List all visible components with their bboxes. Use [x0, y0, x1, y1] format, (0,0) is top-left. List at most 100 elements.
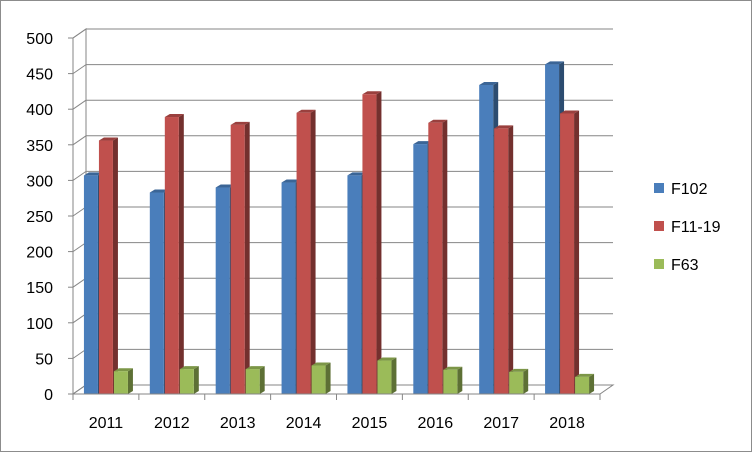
bar-top — [560, 110, 580, 114]
legend-label: F102 — [671, 181, 708, 198]
bar-front — [164, 117, 179, 395]
bar-top — [311, 362, 331, 366]
bar-front — [179, 369, 194, 394]
bar-side — [508, 125, 514, 394]
bar-front — [113, 371, 128, 394]
bar — [296, 109, 316, 394]
bar — [98, 137, 118, 394]
bar — [428, 119, 448, 394]
bar-front — [311, 365, 326, 394]
bar-side — [127, 368, 133, 394]
legend-swatch — [654, 183, 664, 193]
bar-side — [112, 137, 118, 394]
bar-side — [391, 357, 397, 394]
bar-top — [83, 172, 103, 176]
bar-top — [479, 81, 499, 85]
bar-side — [193, 366, 199, 394]
gridline-diagonal — [72, 242, 87, 253]
y-tick-label: 100 — [26, 316, 53, 333]
bars — [83, 61, 595, 395]
bar-side — [178, 114, 184, 395]
x-tick-label: 2012 — [154, 415, 190, 432]
y-tick-label: 150 — [26, 280, 53, 297]
y-tick-label: 50 — [35, 351, 53, 368]
bar-side — [442, 119, 448, 394]
bar-top — [347, 172, 367, 176]
bar-top — [545, 61, 565, 65]
y-axis-tick-labels: 0 50 100 150 200 250 300 350 400 450 500 — [26, 31, 53, 404]
y-tick-label: 250 — [26, 209, 53, 226]
gridline-diagonal — [72, 170, 87, 181]
bar-front — [560, 113, 575, 395]
gridlines — [68, 28, 613, 395]
bar-front — [149, 192, 164, 394]
bar-top — [164, 114, 184, 118]
bar — [509, 368, 529, 394]
legend-swatch — [654, 221, 664, 231]
bar-front — [98, 140, 113, 394]
bar — [362, 91, 382, 395]
bar — [245, 366, 265, 394]
y-tick-label: 500 — [26, 31, 53, 48]
bar-side — [325, 362, 331, 394]
legend-swatch — [654, 259, 664, 269]
y-tick-label: 350 — [26, 138, 53, 155]
bar-top — [428, 119, 448, 123]
x-tick-label: 2014 — [286, 415, 322, 432]
bar-front — [83, 175, 98, 394]
gridline-diagonal — [72, 206, 87, 217]
y-tick-label: 0 — [44, 387, 53, 404]
bar-top — [377, 357, 397, 361]
bar-front — [245, 369, 260, 394]
bar-front — [428, 122, 443, 394]
gridline-diagonal — [72, 28, 87, 39]
legend-label: F11-19 — [671, 219, 721, 236]
x-tick-label: 2018 — [549, 415, 585, 432]
bar-top — [179, 366, 199, 370]
legend-label: F63 — [671, 257, 699, 274]
bar — [560, 110, 580, 395]
bar-side — [523, 368, 529, 394]
bar-front — [494, 128, 509, 394]
bar-top — [494, 125, 514, 129]
bar — [113, 368, 133, 394]
bar — [311, 362, 331, 394]
y-tick-label: 450 — [26, 67, 53, 84]
x-tick-label: 2015 — [352, 415, 388, 432]
bar-front — [347, 175, 362, 394]
bar-top — [413, 141, 433, 145]
bar-side — [457, 366, 463, 394]
bar-front — [281, 182, 296, 394]
bar-front — [479, 84, 494, 394]
bar — [164, 114, 184, 395]
gridline-diagonal — [72, 99, 87, 110]
bar-top — [362, 91, 382, 95]
bar-top — [113, 368, 133, 372]
y-tick-label: 300 — [26, 173, 53, 190]
bar-side — [376, 91, 382, 395]
bar — [575, 373, 595, 394]
bar-top — [443, 366, 463, 370]
bar — [443, 366, 463, 394]
bar-front — [413, 144, 428, 394]
bar-front — [362, 94, 377, 395]
bar-front — [377, 360, 392, 394]
bar-top — [509, 368, 529, 372]
x-tick-label: 2013 — [220, 415, 256, 432]
bar-side — [310, 109, 316, 394]
gridline-diagonal — [72, 135, 87, 146]
bar-front — [545, 64, 560, 395]
x-axis-tick-labels: 2011 2012 2013 2014 2015 2016 2017 2018 — [72, 393, 601, 432]
bar-side — [259, 366, 265, 394]
bar-front — [575, 376, 590, 394]
x-tick-label: 2017 — [483, 415, 519, 432]
y-tick-label: 200 — [26, 245, 53, 262]
bar-top — [245, 366, 265, 370]
bar-top — [296, 109, 316, 113]
bar — [494, 125, 514, 394]
bar-side — [574, 110, 580, 395]
bar — [179, 366, 199, 394]
bar-front — [215, 187, 230, 394]
bar-side — [589, 373, 595, 394]
